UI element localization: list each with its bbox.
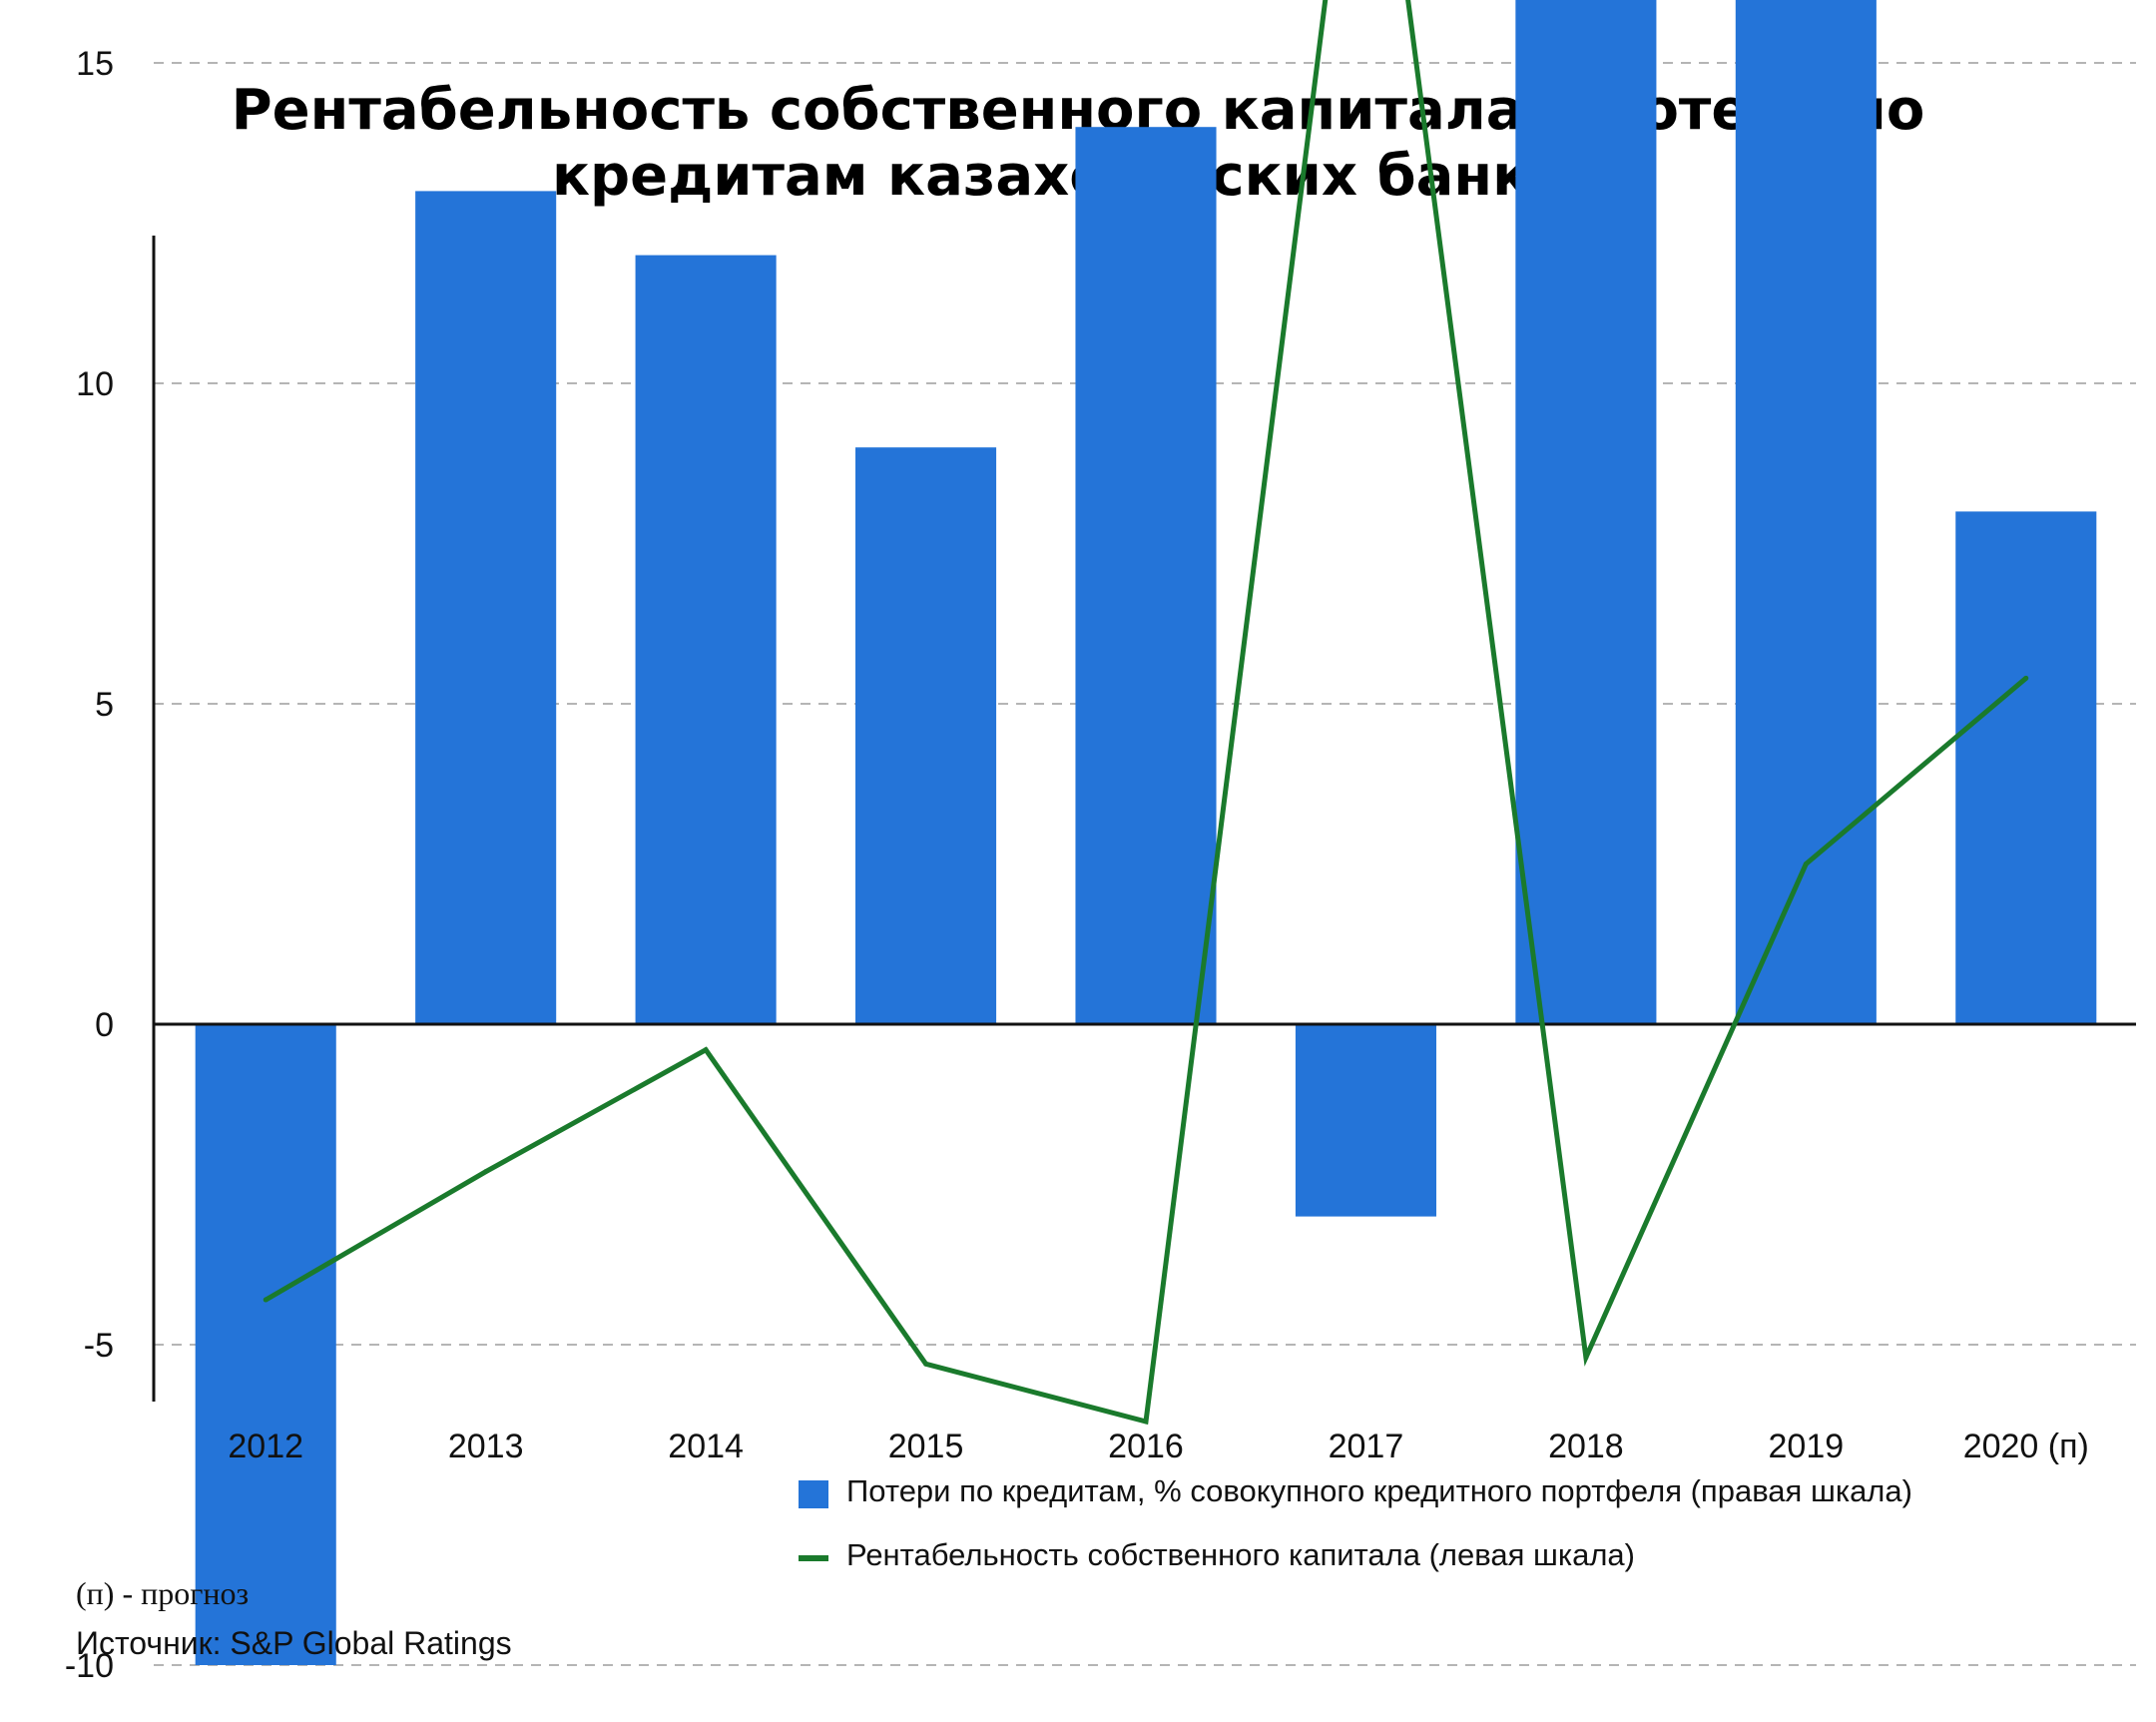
x-tick-label-2013: 2013: [448, 1428, 524, 1465]
y-tick-label-6: -10: [65, 1647, 114, 1685]
source-prefix: Источник:: [76, 1625, 222, 1661]
source-note: Источник: S&P Global Ratings: [76, 1625, 512, 1662]
roe-point-2020: [2023, 675, 2029, 681]
y-tick-label-1: 15: [76, 45, 114, 83]
x-tick-label-2019: 2019: [1769, 1428, 1845, 1465]
bar-2020: [1955, 511, 2097, 1024]
y-tick-label-4: 0: [95, 1006, 114, 1044]
legend-swatch-line: [799, 1555, 828, 1561]
legend-swatch-bars: [799, 1480, 828, 1508]
legend-label-bars: Потери по кредитам, % совокупного кредит…: [846, 1473, 1912, 1508]
x-tick-label-2020: 2020 (п): [1963, 1428, 2089, 1465]
bar-2019: [1735, 0, 1877, 1024]
bar-2015: [855, 447, 997, 1024]
y-tick-label-2: 10: [76, 365, 114, 403]
roe-point-2016: [1143, 1419, 1149, 1425]
roe-point-2013: [483, 1169, 489, 1175]
x-tick-label-2017: 2017: [1329, 1428, 1404, 1465]
y-tick-label-5: -5: [84, 1327, 114, 1365]
source-name: S&P Global Ratings: [230, 1625, 512, 1661]
roe-point-2015: [923, 1361, 929, 1367]
x-tick-label-2015: 2015: [888, 1428, 964, 1465]
roe-point-2014: [703, 1047, 709, 1053]
bar-2017: [1295, 1024, 1436, 1217]
x-tick-label-2012: 2012: [228, 1428, 303, 1465]
x-tick-label-2014: 2014: [668, 1428, 744, 1465]
bar-2013: [415, 191, 557, 1024]
bar-2016: [1075, 127, 1217, 1024]
legend-label-line: Рентабельность собственного капитала (ле…: [846, 1537, 1636, 1572]
bar-2018: [1515, 0, 1657, 1025]
y-tick-label-3: 5: [95, 686, 114, 724]
x-tick-label-2018: 2018: [1548, 1428, 1624, 1465]
x-tick-label-2016: 2016: [1108, 1428, 1184, 1465]
bar-2014: [635, 255, 777, 1025]
roe-point-2019: [1803, 861, 1809, 866]
roe-point-2012: [263, 1297, 269, 1303]
forecast-note: (п) - прогноз: [76, 1575, 250, 1611]
roe-point-2018: [1583, 1355, 1589, 1361]
bar-2012: [195, 1024, 336, 1665]
